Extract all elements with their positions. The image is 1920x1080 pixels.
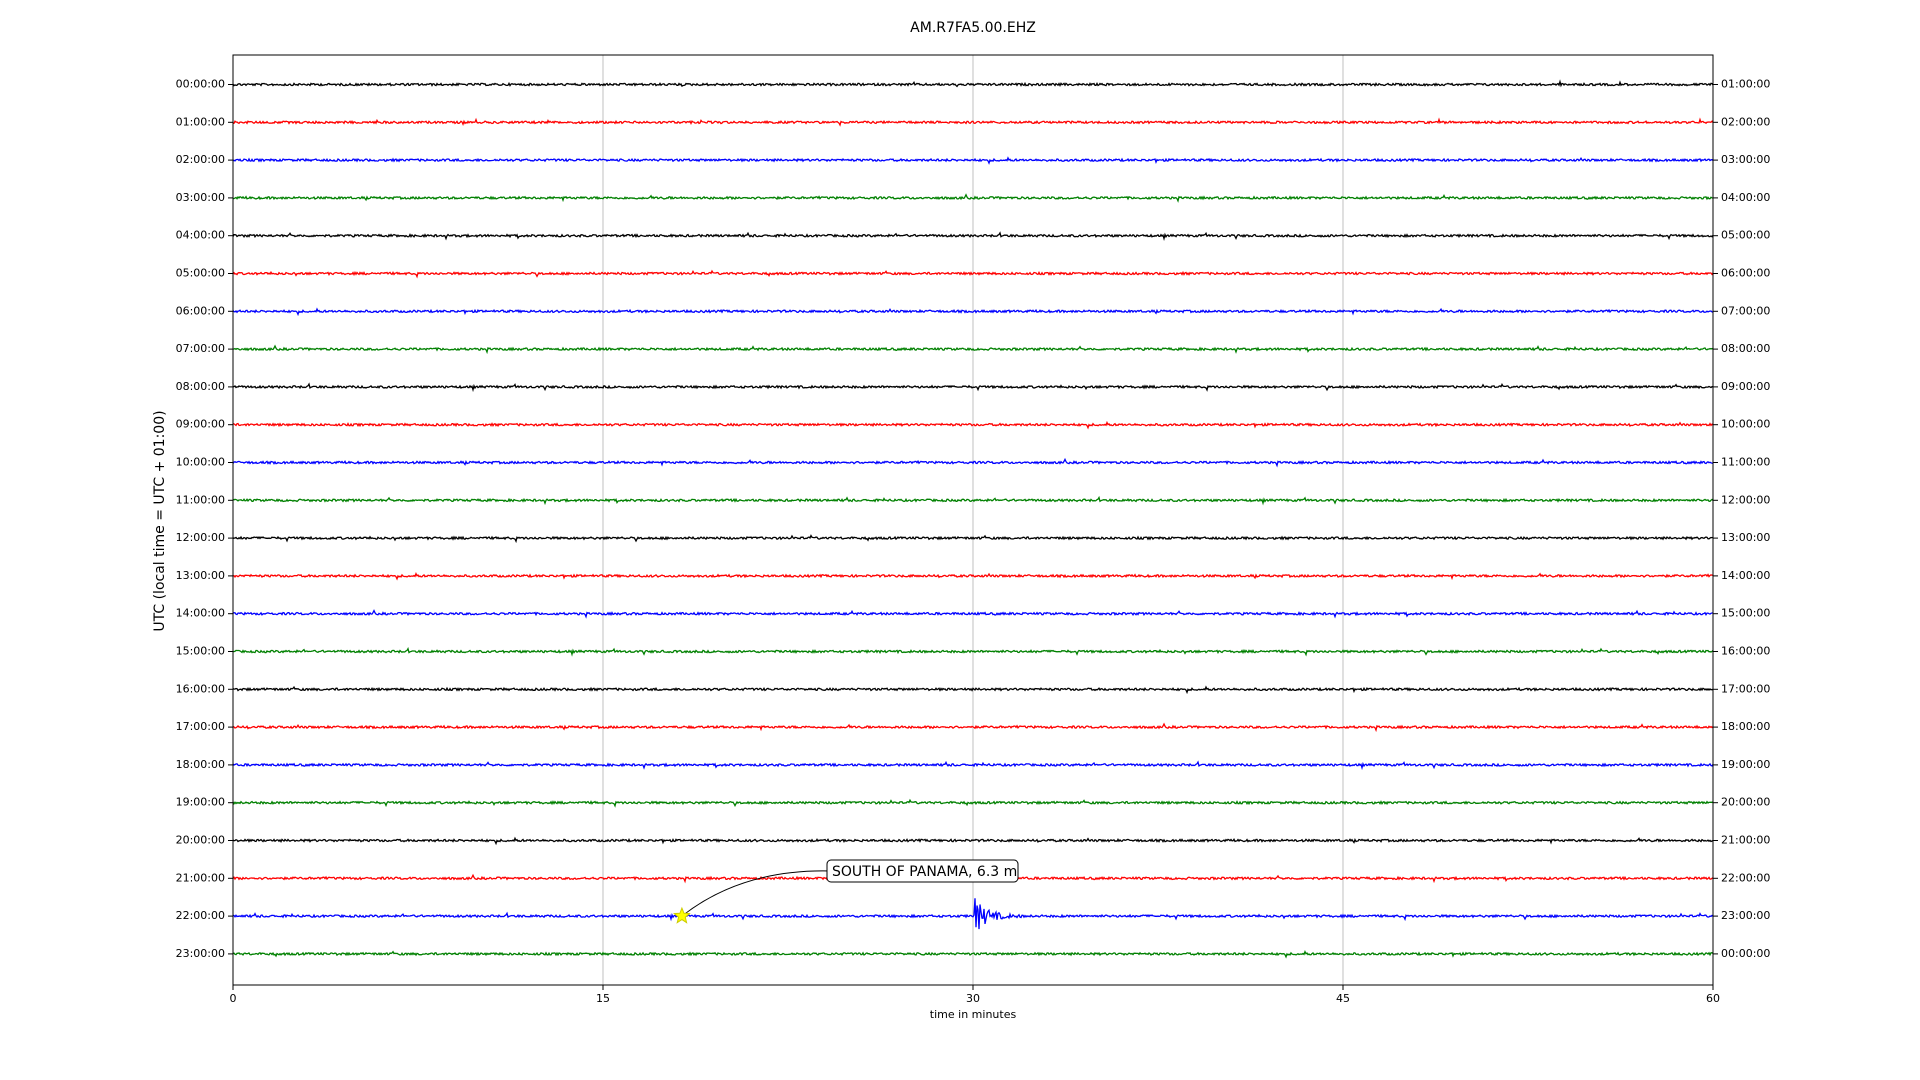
y-tick-label: 10:00:00 (176, 456, 225, 469)
trace (232, 898, 1714, 930)
trace (232, 534, 1714, 544)
y-tick-label-right: 13:00:00 (1721, 531, 1770, 544)
chart-title: AM.R7FA5.00.EHZ (910, 20, 1036, 36)
y-tick-label: 16:00:00 (176, 682, 225, 695)
y-axis-label: UTC (local time = UTC + 01:00) (152, 410, 168, 631)
event-marker (673, 906, 691, 924)
trace (232, 79, 1714, 88)
x-tick-label: 15 (596, 992, 610, 1005)
trace (232, 344, 1714, 355)
trace (232, 307, 1714, 317)
y-tick-label: 09:00:00 (176, 418, 225, 431)
y-tick-label: 12:00:00 (176, 531, 225, 544)
y-tick-label: 14:00:00 (176, 607, 225, 620)
y-tick-label: 22:00:00 (176, 909, 225, 922)
trace (232, 382, 1714, 393)
annotation-label: SOUTH OF PANAMA, 6.3 m (832, 864, 1017, 880)
y-tick-label-right: 12:00:00 (1721, 493, 1770, 506)
y-tick-label: 06:00:00 (176, 304, 225, 317)
trace (233, 420, 1714, 430)
y-tick-label-right: 08:00:00 (1721, 342, 1770, 355)
trace (232, 950, 1714, 959)
y-tick-label: 08:00:00 (176, 380, 225, 393)
y-tick-label: 20:00:00 (176, 834, 225, 847)
annotation-box (826, 859, 1019, 883)
x-tick-label: 0 (230, 992, 237, 1005)
trace (232, 495, 1714, 506)
y-tick-label-right: 02:00:00 (1721, 115, 1770, 128)
y-tick-label: 04:00:00 (176, 229, 225, 242)
y-tick-label-right: 14:00:00 (1721, 569, 1770, 582)
trace (232, 836, 1714, 846)
trace (232, 798, 1714, 808)
y-tick-label-right: 06:00:00 (1721, 267, 1770, 280)
y-tick-label-right: 17:00:00 (1721, 682, 1770, 695)
trace (232, 117, 1714, 127)
x-tick-label: 30 (966, 992, 980, 1005)
plot-frame (232, 54, 1714, 986)
y-tick-label: 07:00:00 (176, 342, 225, 355)
y-tick-label-right: 07:00:00 (1721, 304, 1770, 317)
y-tick-label-right: 15:00:00 (1721, 607, 1770, 620)
y-tick-label-right: 18:00:00 (1721, 720, 1770, 733)
y-tick-label: 23:00:00 (176, 947, 225, 960)
y-tick-label-right: 01:00:00 (1721, 78, 1770, 91)
y-tick-label: 00:00:00 (176, 78, 225, 91)
y-tick-label: 02:00:00 (176, 153, 225, 166)
y-tick-label: 11:00:00 (176, 493, 225, 506)
y-tick-label: 17:00:00 (176, 720, 225, 733)
y-tick-label: 15:00:00 (176, 645, 225, 658)
trace (232, 269, 1714, 279)
y-tick-label-right: 05:00:00 (1721, 229, 1770, 242)
y-tick-label-right: 20:00:00 (1721, 796, 1770, 809)
annotation-arrow (681, 870, 831, 917)
y-tick-label-right: 16:00:00 (1721, 645, 1770, 658)
trace (232, 609, 1713, 619)
y-tick-label: 05:00:00 (176, 267, 225, 280)
y-tick-label-right: 00:00:00 (1721, 947, 1770, 960)
y-tick-label-right: 03:00:00 (1721, 153, 1770, 166)
y-tick-label-right: 04:00:00 (1721, 191, 1770, 204)
y-tick-label: 18:00:00 (176, 758, 225, 771)
x-tick-label: 60 (1706, 992, 1720, 1005)
y-tick-label: 13:00:00 (176, 569, 225, 582)
trace (232, 193, 1714, 203)
y-tick-label-right: 10:00:00 (1721, 418, 1770, 431)
trace (232, 231, 1714, 241)
trace (232, 572, 1714, 581)
y-tick-label: 01:00:00 (176, 115, 225, 128)
y-tick-label-right: 19:00:00 (1721, 758, 1770, 771)
y-tick-label-right: 23:00:00 (1721, 909, 1770, 922)
y-tick-label: 03:00:00 (176, 191, 225, 204)
y-tick-label: 19:00:00 (176, 796, 225, 809)
y-tick-label-right: 22:00:00 (1721, 871, 1770, 884)
y-tick-label-right: 21:00:00 (1721, 834, 1770, 847)
trace (232, 457, 1714, 468)
y-tick-label: 21:00:00 (176, 871, 225, 884)
y-tick-label-right: 11:00:00 (1721, 456, 1770, 469)
trace (232, 156, 1714, 165)
trace (232, 647, 1714, 657)
x-axis-label: time in minutes (930, 1008, 1017, 1021)
trace (232, 685, 1714, 695)
trace (232, 760, 1714, 771)
x-tick-label: 45 (1336, 992, 1350, 1005)
y-tick-label-right: 09:00:00 (1721, 380, 1770, 393)
trace (232, 722, 1714, 733)
